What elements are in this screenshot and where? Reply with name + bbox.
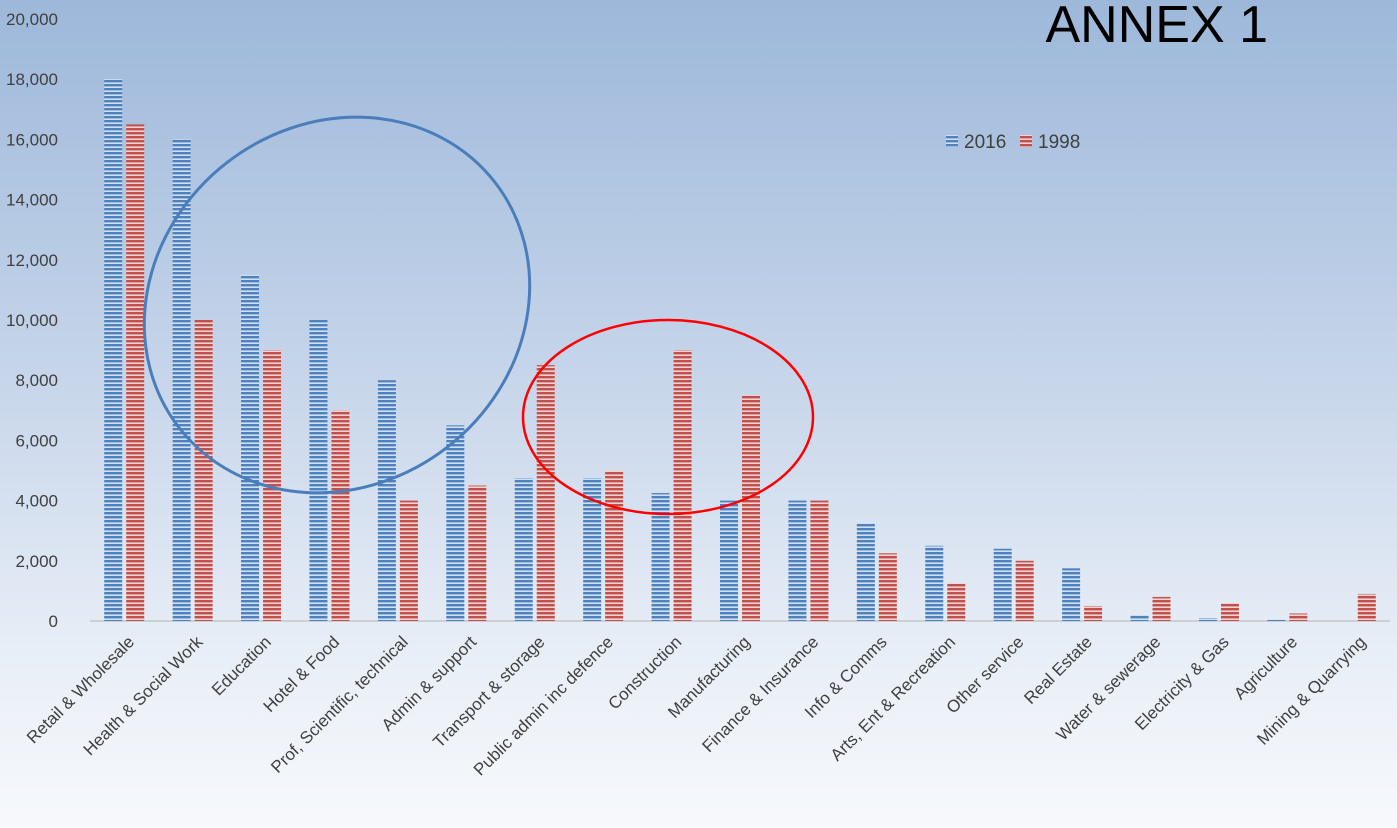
bar-2016: [1130, 614, 1149, 621]
bar-1998: [399, 500, 418, 621]
x-category-label: Public admin inc defence: [470, 632, 617, 779]
x-category-label: Prof, Scientific, technical: [267, 632, 411, 776]
bar-2016: [583, 478, 602, 621]
y-tick-label: 2,000: [15, 552, 58, 571]
bar-1998: [810, 500, 829, 621]
bar-1998: [126, 124, 145, 621]
bar-1998: [605, 470, 624, 621]
bar-2016: [172, 139, 191, 621]
bar-2016: [1062, 568, 1081, 621]
bar-2016: [514, 478, 533, 621]
y-tick-label: 10,000: [6, 311, 58, 330]
bar-2016: [788, 500, 807, 621]
bar-1998: [468, 485, 487, 621]
bar-1998: [331, 410, 350, 621]
y-tick-label: 16,000: [6, 130, 58, 149]
x-category-label: Education: [208, 632, 275, 699]
y-tick-label: 14,000: [6, 191, 58, 210]
y-tick-label: 18,000: [6, 70, 58, 89]
legend: 2016 1998: [946, 132, 1080, 153]
bar-1998: [878, 553, 897, 621]
bar-2016: [1198, 617, 1217, 621]
y-axis-ticks: 0 2,000 4,000 6,000 8,000 10,000 12,000 14,000 1…: [6, 10, 58, 631]
bar-2016: [856, 523, 875, 621]
bar-1998: [947, 583, 966, 621]
y-tick-label: 6,000: [15, 431, 58, 450]
y-tick-label: 12,000: [6, 251, 58, 270]
chart-title: ANNEX 1: [1045, 0, 1268, 54]
bar-1998: [1015, 560, 1034, 621]
bar-2016: [446, 425, 465, 621]
bar-1998: [1084, 605, 1103, 621]
bar-1998: [1220, 602, 1239, 621]
legend-swatch-1998: [1020, 135, 1032, 147]
x-category-label: Real Estate: [1020, 632, 1096, 708]
bar-1998: [1357, 593, 1376, 621]
legend-swatch-2016: [946, 135, 958, 147]
x-category-label: Arts, Ent & Recreation: [827, 632, 959, 764]
bar-2016: [1267, 619, 1286, 621]
bars: [104, 79, 1376, 621]
bar-2016: [993, 548, 1012, 621]
legend-label-2016: 2016: [964, 132, 1006, 153]
bar-2016: [241, 274, 260, 621]
y-tick-label: 0: [49, 612, 58, 631]
bar-2016: [377, 380, 396, 621]
blue-highlight-ellipse: [142, 115, 532, 495]
bar-1998: [263, 350, 282, 621]
x-category-label: Finance & Insurance: [699, 632, 823, 756]
y-tick-label: 20,000: [6, 10, 58, 29]
bar-1998: [673, 350, 692, 621]
legend-label-1998: 1998: [1038, 132, 1080, 153]
bar-1998: [536, 365, 555, 621]
bar-2016: [925, 545, 944, 621]
bar-2016: [104, 79, 123, 621]
bar-2016: [720, 500, 738, 621]
red-highlight-ellipse: [521, 318, 815, 516]
bar-1998: [742, 395, 760, 621]
y-tick-label: 4,000: [15, 492, 58, 511]
bar-2016: [309, 320, 328, 621]
bar-1998: [1152, 596, 1171, 621]
bar-1998: [1289, 613, 1308, 621]
x-category-label: Transport & storage: [429, 632, 548, 751]
x-category-label: Health & Social Work: [80, 632, 207, 759]
bar-1998: [194, 320, 213, 621]
bar-2016: [651, 493, 670, 621]
y-tick-label: 8,000: [15, 371, 58, 390]
x-category-label: Agriculture: [1230, 632, 1301, 703]
